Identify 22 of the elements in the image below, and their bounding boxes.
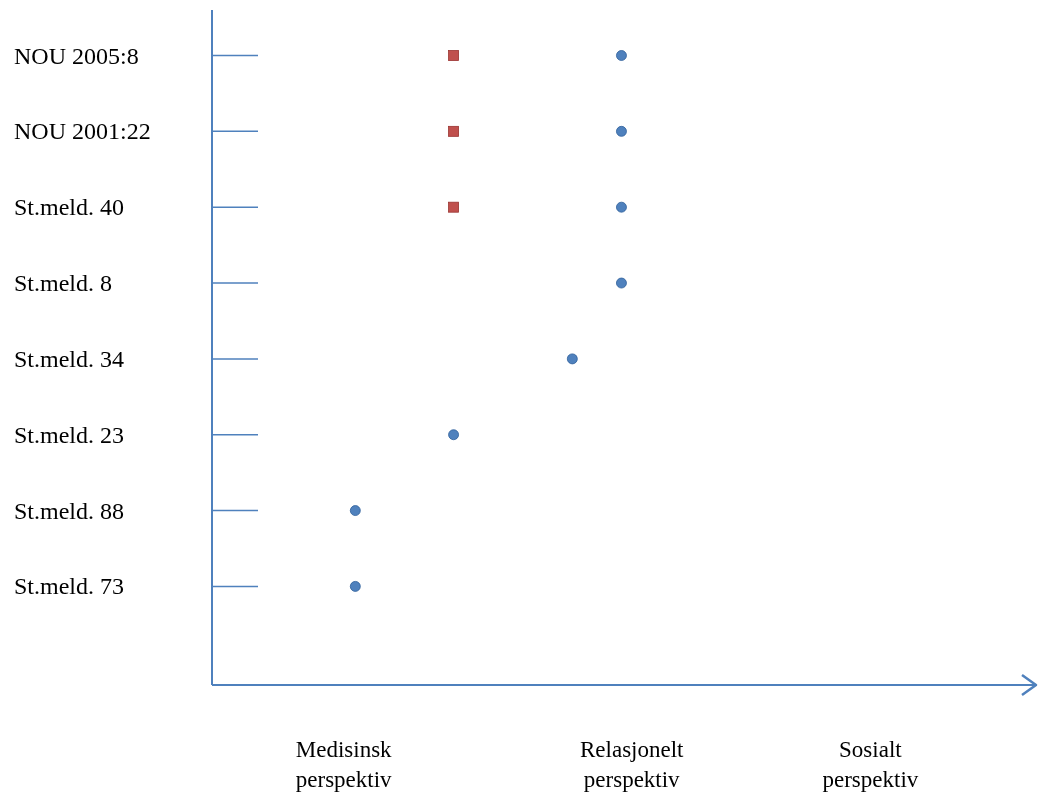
y-tick-label: NOU 2005:8 xyxy=(14,42,139,69)
point xyxy=(349,505,361,516)
text: Sosialt perspektiv xyxy=(822,737,919,792)
point xyxy=(616,50,627,61)
point xyxy=(566,353,578,365)
point xyxy=(448,429,459,441)
y-tick-label: St.meld. 88 xyxy=(14,497,125,524)
y-tick-label: St.meld. 34 xyxy=(14,345,125,372)
point xyxy=(448,201,459,213)
y-tick-label: St.meld. 73 xyxy=(14,573,125,600)
y-tick-label: St.meld. 23 xyxy=(14,421,125,448)
point xyxy=(616,201,627,213)
point xyxy=(448,50,459,61)
y-tick-label: St.meld. 40 xyxy=(14,194,125,221)
y-tick-label: NOU 2001:22 xyxy=(14,118,151,145)
point xyxy=(616,125,627,137)
point xyxy=(349,581,361,592)
y-tick-label: St.meld. 8 xyxy=(14,270,113,297)
point xyxy=(616,277,627,289)
text: Relasjonelt perspektiv xyxy=(579,737,685,792)
text: Medisinsk perspektiv xyxy=(295,737,393,792)
point xyxy=(448,125,459,137)
